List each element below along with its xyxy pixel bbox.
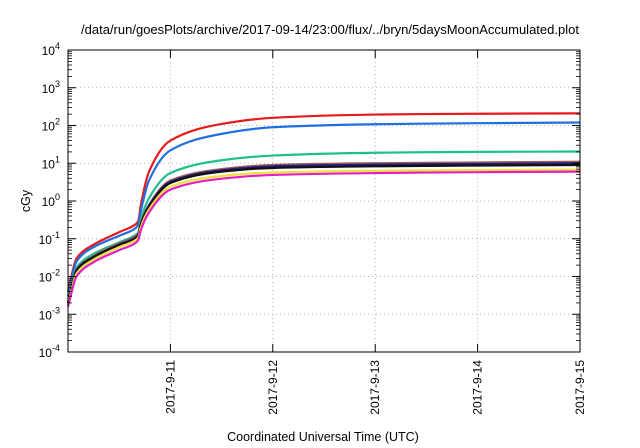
y-tick-label: 103 xyxy=(42,79,60,96)
series-line xyxy=(66,170,581,307)
x-ticks: 2017-9-11 2017-9-12 2017-9-13 2017-9-14 2017… xyxy=(163,50,587,415)
y-tick-label: 10-2 xyxy=(39,268,60,285)
series-line xyxy=(66,168,581,305)
y-tick-exponent: 1 xyxy=(55,154,60,164)
y-tick-exponent: -4 xyxy=(52,343,60,353)
y-tick-exponent: 4 xyxy=(55,41,60,51)
y-tick-exponent: -3 xyxy=(52,305,60,315)
y-tick-label: 102 xyxy=(42,117,60,134)
x-tick-label: 2017-9-13 xyxy=(368,360,382,415)
x-axis-label: Coordinated Universal Time (UTC) xyxy=(227,430,419,444)
chart-title: /data/run/goesPlots/archive/2017-09-14/2… xyxy=(81,22,579,37)
y-tick-exponent: 3 xyxy=(55,79,60,89)
y-tick-exponent: 2 xyxy=(55,117,60,127)
y-axis-label: cGy xyxy=(19,189,33,212)
series-line xyxy=(66,150,581,300)
series-line xyxy=(66,163,581,304)
x-tick-label: 2017-9-12 xyxy=(266,360,280,415)
x-tick-label: 2017-9-11 xyxy=(163,360,177,414)
y-tick-label: 100 xyxy=(42,192,60,209)
series-line xyxy=(66,121,581,297)
grid xyxy=(68,50,580,352)
y-tick-label: 101 xyxy=(42,154,60,171)
y-tick-exponent: -1 xyxy=(52,230,60,240)
y-tick-exponent: -2 xyxy=(52,268,60,278)
y-tick-label: 10-4 xyxy=(39,343,60,360)
y-tick-label: 10-1 xyxy=(39,230,60,247)
y-tick-exponent: 0 xyxy=(55,192,60,202)
y-tick-label: 10-3 xyxy=(39,305,60,322)
series-group xyxy=(66,112,581,307)
x-tick-label: 2017-9-14 xyxy=(471,360,485,415)
series-line xyxy=(66,112,581,292)
y-tick-label: 104 xyxy=(42,41,60,58)
x-tick-label: 2017-9-15 xyxy=(573,360,587,415)
